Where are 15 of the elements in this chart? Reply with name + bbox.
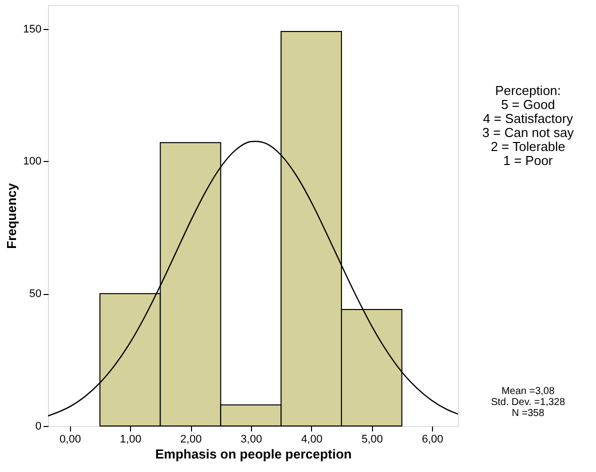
x-tick-label: 5,00: [361, 434, 383, 446]
x-tick-label: 0,00: [60, 434, 81, 446]
y-tick-label: 150: [23, 23, 42, 36]
y-axis-title: Frequency: [4, 182, 20, 249]
y-tick-label: 100: [23, 156, 42, 168]
x-tick-label: 1,00: [120, 434, 142, 446]
x-tick-label: 2,00: [180, 434, 202, 446]
text: Mean =3,08 Std. Dev. =1,328 N =358: [490, 386, 566, 419]
x-tick-label: 4,00: [301, 434, 322, 446]
x-axis-title: Emphasis on people perception: [155, 446, 352, 462]
x-tick-label: 6,00: [422, 434, 444, 446]
text: Perception: 5 = Good 4 = Satisfactory 3 = Can not say 2 = Tolerable 1 = Poor: [482, 83, 574, 168]
y-tick-label: 0: [35, 420, 42, 432]
x-tick-label: 3,00: [240, 434, 262, 446]
y-tick-label: 50: [29, 288, 42, 300]
